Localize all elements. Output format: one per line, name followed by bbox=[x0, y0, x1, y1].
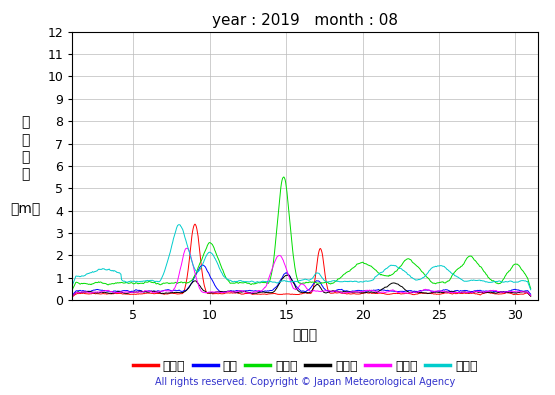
屋久島 bbox=[282, 279, 289, 284]
生月島 bbox=[265, 277, 272, 282]
経ヶ岬 bbox=[285, 273, 291, 277]
石廊崎 bbox=[410, 260, 416, 265]
経ヶ岬 bbox=[527, 294, 534, 299]
唐桑 bbox=[282, 271, 289, 275]
唐桑 bbox=[133, 288, 140, 292]
上ノ国 bbox=[265, 292, 272, 296]
生月島 bbox=[184, 246, 190, 250]
Line: 石廊崎: 石廊崎 bbox=[72, 177, 531, 290]
唐桑 bbox=[70, 291, 77, 295]
生月島 bbox=[69, 294, 75, 299]
屋久島 bbox=[133, 279, 140, 284]
Line: 経ヶ岬: 経ヶ岬 bbox=[72, 275, 531, 296]
唐桑 bbox=[527, 292, 534, 297]
Title: year : 2019   month : 08: year : 2019 month : 08 bbox=[212, 13, 398, 28]
唐桑 bbox=[200, 263, 206, 267]
屋久島 bbox=[70, 279, 77, 284]
唐桑 bbox=[410, 289, 416, 294]
経ヶ岬 bbox=[398, 284, 405, 289]
石廊崎 bbox=[69, 288, 75, 293]
Text: 有
義
波
高

（m）: 有 義 波 高 （m） bbox=[11, 116, 41, 216]
生月島 bbox=[282, 265, 289, 269]
Line: 上ノ国: 上ノ国 bbox=[72, 224, 531, 297]
経ヶ岬 bbox=[70, 292, 77, 297]
経ヶ岬 bbox=[69, 294, 75, 299]
屋久島 bbox=[265, 279, 272, 284]
屋久島 bbox=[527, 288, 534, 292]
X-axis label: （日）: （日） bbox=[292, 328, 318, 342]
上ノ国 bbox=[398, 292, 405, 296]
生月島 bbox=[398, 290, 405, 295]
生月島 bbox=[527, 293, 534, 298]
上ノ国 bbox=[69, 295, 75, 299]
石廊崎 bbox=[282, 180, 289, 185]
経ヶ岬 bbox=[133, 290, 140, 294]
上ノ国 bbox=[527, 293, 534, 298]
石廊崎 bbox=[280, 175, 287, 179]
上ノ国 bbox=[133, 292, 140, 297]
生月島 bbox=[410, 290, 416, 295]
石廊崎 bbox=[70, 284, 77, 289]
屋久島 bbox=[410, 276, 416, 280]
経ヶ岬 bbox=[410, 290, 416, 295]
屋久島 bbox=[175, 222, 182, 227]
経ヶ岬 bbox=[265, 290, 271, 295]
生月島 bbox=[133, 290, 140, 295]
Line: 屋久島: 屋久島 bbox=[72, 225, 531, 290]
Legend: 上ノ国, 唐桑, 石廊崎, 経ヶ岬, 生月島, 屋久島: 上ノ国, 唐桑, 石廊崎, 経ヶ岬, 生月島, 屋久島 bbox=[128, 355, 483, 378]
石廊崎 bbox=[265, 281, 271, 286]
Line: 唐桑: 唐桑 bbox=[72, 265, 531, 296]
石廊崎 bbox=[527, 286, 534, 291]
石廊崎 bbox=[398, 263, 405, 267]
屋久島 bbox=[398, 267, 405, 271]
石廊崎 bbox=[133, 280, 140, 285]
Line: 生月島: 生月島 bbox=[72, 248, 531, 296]
上ノ国 bbox=[191, 222, 198, 226]
経ヶ岬 bbox=[282, 274, 289, 278]
Text: All rights reserved. Copyright © Japan Meteorological Agency: All rights reserved. Copyright © Japan M… bbox=[155, 377, 455, 387]
屋久島 bbox=[69, 283, 75, 288]
唐桑 bbox=[398, 289, 405, 294]
上ノ国 bbox=[282, 292, 289, 296]
唐桑 bbox=[265, 289, 272, 293]
上ノ国 bbox=[410, 292, 416, 297]
上ノ国 bbox=[70, 293, 77, 298]
唐桑 bbox=[69, 293, 75, 298]
生月島 bbox=[70, 292, 77, 297]
